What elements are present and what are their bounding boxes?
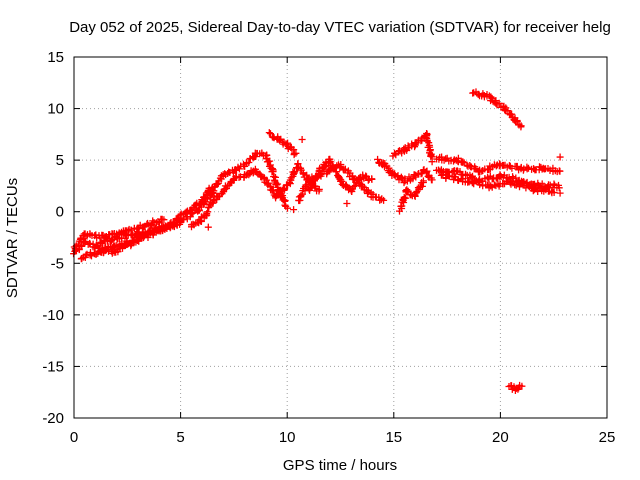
x-tick-label: 0 [70, 429, 78, 446]
data-track-track-11 [396, 177, 427, 215]
data-point [343, 199, 351, 207]
y-tick-label: -15 [42, 358, 64, 375]
x-tick-label: 10 [279, 429, 296, 446]
x-tick-label: 20 [492, 429, 509, 446]
data-track-track-14 [437, 170, 558, 197]
data-points [70, 88, 564, 394]
y-tick-label: -20 [42, 410, 64, 427]
y-tick-label: -5 [51, 255, 64, 272]
plot-frame [73, 56, 608, 419]
chart-title: Day 052 of 2025, Sidereal Day-to-day VTE… [69, 19, 611, 36]
y-tick-label: 15 [47, 49, 64, 66]
data-track-track-9 [374, 155, 436, 187]
data-track-track-16 [505, 381, 526, 394]
x-tick-label: 5 [176, 429, 184, 446]
x-tick-label: 25 [599, 429, 616, 446]
data-track-track-6 [265, 129, 300, 159]
x-ticks: 0 5 10 15 20 25 [70, 57, 616, 446]
y-tick-label: 10 [47, 101, 64, 118]
data-track-track-5 [188, 160, 323, 231]
data-point [204, 223, 212, 231]
data-point [556, 189, 564, 197]
y-tick-label: 5 [56, 152, 64, 169]
x-tick-label: 15 [385, 429, 402, 446]
x-axis-label: GPS time / hours [283, 457, 397, 474]
grid [74, 57, 607, 418]
data-point [290, 206, 298, 214]
data-point [556, 153, 564, 161]
data-track-track-10 [389, 130, 436, 166]
data-track-track-12 [433, 153, 564, 176]
y-tick-label: 0 [56, 204, 64, 221]
data-track-track-15 [469, 88, 525, 131]
y-axis-label: SDTVAR / TECUs [4, 178, 21, 298]
y-tick-label: -10 [42, 307, 64, 324]
data-track-track-8 [305, 155, 376, 195]
data-track-track-4 [91, 149, 291, 251]
y-ticks: -20 -15 -10 -5 0 5 10 15 [42, 49, 607, 427]
data-point [298, 136, 306, 144]
